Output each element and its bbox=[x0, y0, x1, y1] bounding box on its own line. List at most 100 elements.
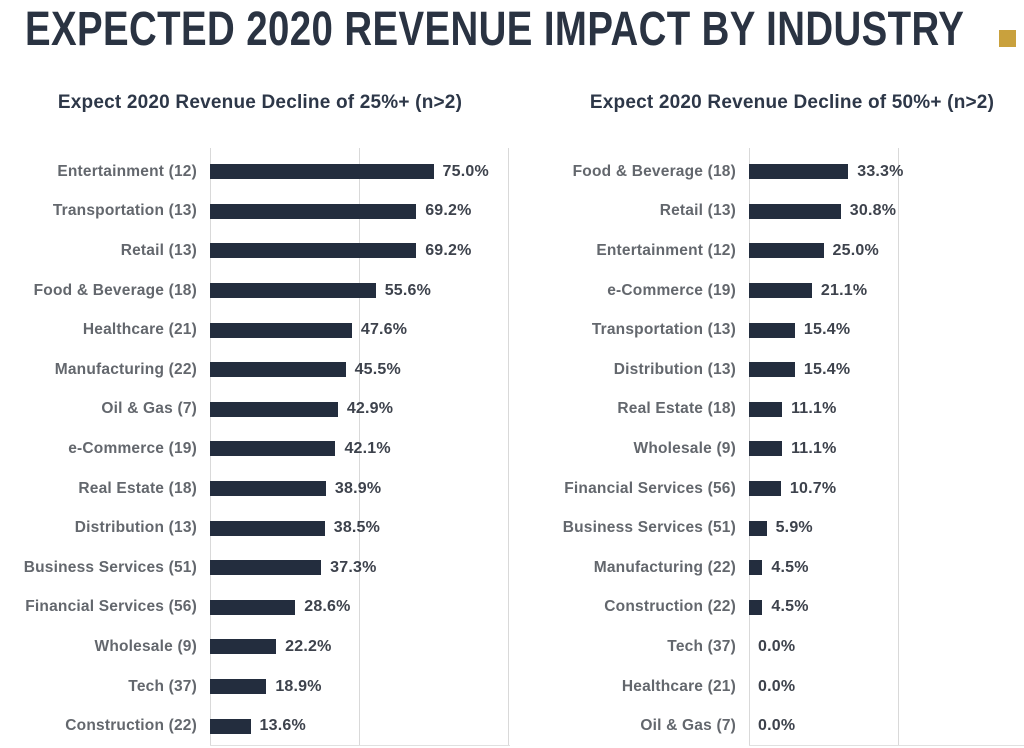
bar-zone: 18.9% bbox=[210, 678, 510, 696]
value-label: 38.9% bbox=[334, 479, 382, 497]
bar-row: Manufacturing (22) 45.5% bbox=[10, 350, 510, 390]
category-label: Business Services (51) bbox=[23, 558, 197, 576]
bar-row: Retail (13) 69.2% bbox=[10, 231, 510, 271]
bar-row: Real Estate (18) 11.1% bbox=[524, 390, 1024, 430]
bar-zone: 5.9% bbox=[749, 519, 1024, 537]
category-label: Wholesale (9) bbox=[94, 637, 197, 655]
chart-subtitle: Expect 2020 Revenue Decline of 25%+ (n>2… bbox=[57, 92, 463, 113]
value-label: 25.0% bbox=[832, 241, 879, 259]
value-label: 28.6% bbox=[304, 598, 351, 616]
category-label: Real Estate (18) bbox=[78, 479, 197, 497]
bar-zone: 11.1% bbox=[749, 400, 1024, 418]
bar-zone: 33.3% bbox=[749, 163, 1024, 181]
bar-zone: 10.7% bbox=[749, 480, 1024, 498]
bar-row: Financial Services (56) 10.7% bbox=[524, 469, 1024, 509]
value-label: 11.1% bbox=[791, 439, 837, 457]
bar-zone: 45.5% bbox=[210, 361, 510, 379]
value-label: 0.0% bbox=[758, 677, 796, 695]
bar-row: Financial Services (56) 28.6% bbox=[10, 588, 510, 628]
bar bbox=[749, 560, 763, 576]
bar-zone: 30.8% bbox=[749, 202, 1024, 220]
bar bbox=[749, 401, 783, 417]
bar bbox=[749, 322, 795, 338]
bar bbox=[210, 639, 277, 655]
bar bbox=[210, 560, 322, 576]
value-label: 37.3% bbox=[330, 558, 377, 576]
bar-row: e-Commerce (19) 42.1% bbox=[10, 429, 510, 469]
category-label: Tech (37) bbox=[128, 677, 197, 695]
gridline-100pct bbox=[508, 148, 509, 746]
value-label: 5.9% bbox=[775, 519, 813, 537]
value-label: 47.6% bbox=[360, 321, 408, 339]
bar-row: Entertainment (12) 75.0% bbox=[10, 152, 510, 192]
bar-zone: 38.5% bbox=[210, 519, 510, 537]
bar bbox=[210, 401, 338, 417]
bar-zone: 11.1% bbox=[749, 440, 1024, 458]
bar-row: Oil & Gas (7) 42.9% bbox=[10, 390, 510, 430]
category-label: Healthcare (21) bbox=[621, 677, 736, 695]
bar bbox=[749, 243, 824, 259]
value-label: 75.0% bbox=[442, 162, 489, 180]
bar-zone: 75.0% bbox=[210, 163, 510, 181]
category-label: Financial Services (56) bbox=[25, 598, 197, 616]
gridline-50pct bbox=[359, 148, 360, 746]
bar-zone: 4.5% bbox=[749, 598, 1024, 616]
bar-row: Retail (13) 30.8% bbox=[524, 192, 1024, 232]
value-label: 13.6% bbox=[259, 717, 306, 735]
category-label: Tech (37) bbox=[667, 637, 736, 655]
bar-zone: 0.0% bbox=[749, 638, 1024, 656]
bar bbox=[749, 441, 783, 457]
category-label: Entertainment (12) bbox=[596, 241, 736, 259]
bar-row: Construction (22) 13.6% bbox=[10, 706, 510, 746]
value-label: 33.3% bbox=[857, 162, 904, 180]
bar-zone: 69.2% bbox=[210, 242, 510, 260]
category-label: Transportation (13) bbox=[591, 321, 736, 339]
category-label: Healthcare (21) bbox=[82, 321, 197, 339]
bar-rows: Food & Beverage (18) 33.3% Retail (13) 30.8… bbox=[524, 152, 1024, 746]
bar bbox=[210, 481, 326, 497]
value-label: 42.9% bbox=[346, 400, 394, 418]
bar-row: Food & Beverage (18) 33.3% bbox=[524, 152, 1024, 192]
bar bbox=[210, 322, 352, 338]
category-label: Distribution (13) bbox=[74, 519, 197, 537]
value-label: 21.1% bbox=[820, 281, 868, 299]
value-label: 69.2% bbox=[425, 241, 472, 259]
bar-row: Manufacturing (22) 4.5% bbox=[524, 548, 1024, 588]
bar-row: Healthcare (21) 0.0% bbox=[524, 667, 1024, 707]
category-label: Financial Services (56) bbox=[564, 479, 736, 497]
bar-row: Tech (37) 18.9% bbox=[10, 667, 510, 707]
bar-zone: 0.0% bbox=[749, 717, 1024, 735]
page-title: EXPECTED 2020 REVENUE IMPACT BY INDUSTRY bbox=[25, 2, 965, 56]
bar bbox=[749, 362, 795, 378]
value-label: 0.0% bbox=[758, 717, 796, 735]
bar bbox=[210, 718, 251, 734]
value-label: 69.2% bbox=[425, 202, 472, 220]
bar-row: Transportation (13) 15.4% bbox=[524, 310, 1024, 350]
value-label: 30.8% bbox=[849, 202, 897, 220]
bar bbox=[210, 164, 434, 180]
bar-zone: 22.2% bbox=[210, 638, 510, 656]
bar-zone: 42.9% bbox=[210, 400, 510, 418]
category-label: Food & Beverage (18) bbox=[572, 162, 736, 180]
value-label: 22.2% bbox=[285, 637, 332, 655]
category-label: Manufacturing (22) bbox=[593, 558, 736, 576]
value-label: 45.5% bbox=[354, 360, 401, 378]
bar bbox=[749, 599, 763, 615]
bar-zone: 69.2% bbox=[210, 202, 510, 220]
bar-row: e-Commerce (19) 21.1% bbox=[524, 271, 1024, 311]
chart-panel-decline-50: Expect 2020 Revenue Decline of 50%+ (n>2… bbox=[524, 0, 1024, 748]
bar-zone: 37.3% bbox=[210, 559, 510, 577]
bar bbox=[210, 520, 325, 536]
category-label: Food & Beverage (18) bbox=[33, 281, 197, 299]
bar-zone: 47.6% bbox=[210, 321, 510, 339]
category-label: Retail (13) bbox=[120, 241, 197, 259]
bar-row: Wholesale (9) 22.2% bbox=[10, 627, 510, 667]
bar-row: Distribution (13) 15.4% bbox=[524, 350, 1024, 390]
bar-zone: 13.6% bbox=[210, 717, 510, 735]
category-label: Distribution (13) bbox=[613, 360, 736, 378]
value-label: 18.9% bbox=[275, 677, 322, 695]
value-label: 0.0% bbox=[758, 637, 796, 655]
value-label: 15.4% bbox=[803, 360, 851, 378]
bar-zone: 42.1% bbox=[210, 440, 510, 458]
